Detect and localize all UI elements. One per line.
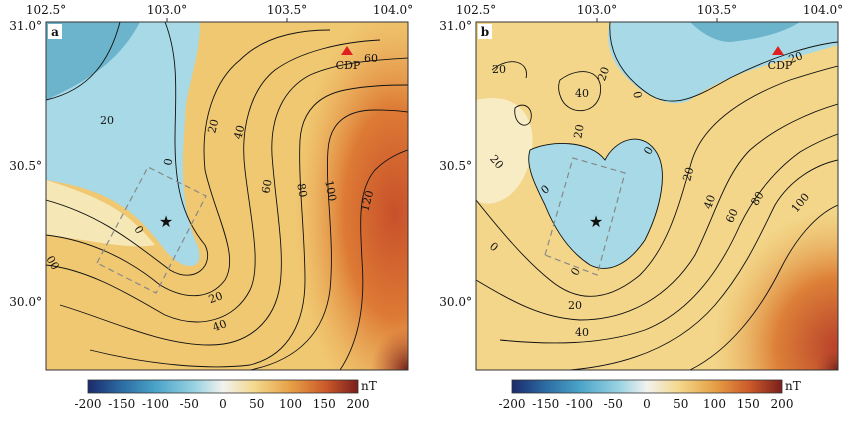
contour-label: 40 bbox=[701, 193, 718, 211]
panel-letter: b bbox=[481, 25, 489, 39]
map-a-frame bbox=[45, 21, 409, 371]
contour-label: 60 bbox=[259, 178, 274, 194]
contour-label: 40 bbox=[231, 124, 247, 141]
lat-tick-label: 30.5° bbox=[9, 159, 42, 173]
star-icon: ★ bbox=[159, 212, 173, 231]
contour-label: 00 bbox=[43, 254, 61, 273]
lon-axis-a: 102.5° 103.0° 103.5° 104.0° bbox=[26, 3, 413, 22]
colorbar-unit: nT bbox=[361, 379, 377, 393]
colorbar-tick: -100 bbox=[142, 397, 169, 411]
map-b-field bbox=[476, 22, 838, 370]
lon-tick-label: 102.5° bbox=[26, 3, 66, 17]
contour-label: 20 bbox=[492, 63, 506, 76]
colorbar-tick: -200 bbox=[499, 397, 526, 411]
colorbar-tick: -50 bbox=[180, 397, 199, 411]
colorbar-tick: 200 bbox=[771, 397, 794, 411]
colorbar-tick: 150 bbox=[737, 397, 760, 411]
contour-label: 20 bbox=[205, 118, 221, 135]
colorbar-tick: -200 bbox=[75, 397, 102, 411]
lat-tick-label: 30.0° bbox=[9, 295, 42, 309]
map-a-field bbox=[46, 22, 408, 370]
contour-label: 0 bbox=[161, 157, 175, 166]
map-b-frame bbox=[475, 21, 839, 371]
lon-tick-label: 103.5° bbox=[697, 3, 737, 17]
lat-tick-label: 30.5° bbox=[439, 159, 472, 173]
colorbar-tick: 50 bbox=[673, 397, 688, 411]
lon-axis-b: 102.5° 103.0° 103.5° 104.0° bbox=[456, 3, 843, 22]
contour-label: 80 bbox=[294, 182, 309, 198]
colorbar-tick: 0 bbox=[643, 397, 651, 411]
lat-axis-b: 31.0° 30.5° 30.0° bbox=[439, 19, 472, 309]
contour-label: 40 bbox=[575, 87, 589, 100]
contour-label: 40 bbox=[211, 317, 229, 334]
contour-label: 20 bbox=[680, 166, 696, 183]
lat-tick-label: 30.0° bbox=[439, 295, 472, 309]
lat-axis-a: 31.0° 30.5° 30.0° bbox=[9, 19, 42, 309]
lon-tick-label: 103.0° bbox=[147, 3, 187, 17]
cdp-triangle-icon bbox=[772, 46, 784, 55]
contour-label: 20 bbox=[571, 123, 586, 139]
panel-letter-bg bbox=[478, 24, 492, 39]
colorbar-tick: 100 bbox=[279, 397, 302, 411]
contour-label: 120 bbox=[358, 189, 376, 213]
map-panel-b: ★ CDP b 20 20 40 0 20 0 20 0 20 0 0 20 4… bbox=[430, 0, 860, 423]
contour-label: 60 bbox=[723, 207, 741, 225]
contour-label: 80 bbox=[748, 189, 766, 208]
map-a-svg: ★ CDP a 20 0 20 40 60 80 100 120 0 20 40… bbox=[9, 3, 413, 411]
lon-tick-label: 103.0° bbox=[577, 3, 617, 17]
contour-label: 20 bbox=[568, 299, 582, 312]
contour-label: 20 bbox=[787, 49, 805, 66]
panel-letter-bg bbox=[48, 24, 62, 39]
contour-label: 20 bbox=[207, 289, 225, 306]
lon-tick-label: 102.5° bbox=[456, 3, 496, 17]
study-area-outline bbox=[544, 157, 626, 276]
map-b-svg: ★ CDP b 20 20 40 0 20 0 20 0 20 0 0 20 4… bbox=[439, 3, 843, 411]
colorbar-tick: 200 bbox=[347, 397, 370, 411]
colorbar-tick: -50 bbox=[604, 397, 623, 411]
contour-label: 60 bbox=[364, 52, 378, 65]
lat-tick-label: 31.0° bbox=[9, 19, 42, 33]
cdp-label: CDP bbox=[336, 59, 361, 72]
contour-label: 100 bbox=[322, 179, 338, 202]
colorbar-a: nT -200 -150 -100 -50 0 50 100 150 200 bbox=[75, 379, 377, 411]
star-icon: ★ bbox=[589, 212, 603, 231]
colorbar-tick: -100 bbox=[566, 397, 593, 411]
lon-tick-label: 103.5° bbox=[267, 3, 307, 17]
lon-tick-label: 104.0° bbox=[803, 3, 843, 17]
colorbar-tick: 150 bbox=[313, 397, 336, 411]
cdp-triangle-icon bbox=[341, 46, 353, 55]
lat-tick-label: 31.0° bbox=[439, 19, 472, 33]
contour-label: 40 bbox=[575, 326, 589, 339]
panel-letter: a bbox=[51, 25, 59, 39]
colorbar-tick: 0 bbox=[219, 397, 227, 411]
colorbar-b: nT -200 -150 -100 -50 0 50 100 150 200 bbox=[499, 379, 801, 411]
contour-label: 20 bbox=[595, 65, 612, 83]
colorbar-tick: 100 bbox=[703, 397, 726, 411]
colorbar-tick: -150 bbox=[532, 397, 559, 411]
contour-label: 0 bbox=[630, 90, 644, 99]
contour-label: 20 bbox=[100, 114, 114, 127]
colorbar-unit: nT bbox=[785, 379, 801, 393]
colorbar-tick: 50 bbox=[249, 397, 264, 411]
colorbar-tick: -150 bbox=[108, 397, 135, 411]
study-area-outline bbox=[96, 166, 207, 294]
cdp-label: CDP bbox=[768, 59, 793, 72]
map-panel-a: ★ CDP a 20 0 20 40 60 80 100 120 0 20 40… bbox=[0, 0, 430, 423]
lon-tick-label: 104.0° bbox=[373, 3, 413, 17]
